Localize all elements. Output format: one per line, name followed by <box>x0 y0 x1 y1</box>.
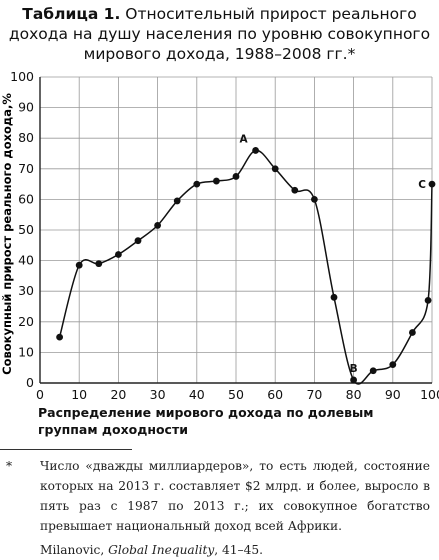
y-tick-label: 0 <box>26 375 34 390</box>
annotation-label: B <box>350 363 358 375</box>
series-line <box>58 149 433 385</box>
data-point <box>154 222 162 229</box>
chart-axes <box>39 77 432 384</box>
data-point <box>115 251 122 258</box>
footnote-text: Число «дважды миллиардеров», то есть люд… <box>40 459 430 533</box>
x-axis-label: Распределение мирового дохода по долевым… <box>38 405 374 437</box>
data-point <box>409 329 416 336</box>
source-title: Global Inequality <box>108 543 215 557</box>
y-tick-label: 70 <box>18 161 34 176</box>
annotation-label: C <box>418 179 426 191</box>
data-point <box>232 173 240 180</box>
x-tick-label: 100 <box>420 387 439 402</box>
y-tick-label: 40 <box>18 253 34 268</box>
footnote: * Число «дважды миллиардеров», то есть л… <box>6 456 430 560</box>
y-tick-label: 50 <box>18 222 34 237</box>
x-tick-label: 10 <box>71 387 87 402</box>
title-text: Относительный прирост реального дохода н… <box>8 5 431 63</box>
footnote-divider <box>0 449 132 450</box>
x-tick-label: 90 <box>385 387 401 402</box>
chart-grid <box>39 76 433 384</box>
y-tick-label: 30 <box>18 283 34 298</box>
data-point <box>56 333 63 341</box>
y-tick-label: 80 <box>18 130 34 145</box>
data-point <box>134 237 142 245</box>
footnote-marker: * <box>6 459 13 473</box>
x-tick-label: 70 <box>306 387 322 402</box>
data-point <box>95 260 103 268</box>
y-tick-label: 60 <box>18 191 34 206</box>
x-tick-label: 40 <box>189 387 205 402</box>
x-tick-label: 60 <box>267 387 283 402</box>
annotation-label: A <box>239 133 248 145</box>
line-chart: 0 10 20 30 40 50 60 70 80 90 100 0 10 20 30 40 50 60 70 80… <box>0 69 439 402</box>
series-path <box>58 149 433 385</box>
chart-title: Таблица 1. Относительный прирост реально… <box>0 4 439 64</box>
series-points <box>56 147 436 384</box>
y-axis-label: Совокупный прирост реального дохода,% <box>0 93 14 375</box>
data-point <box>173 197 181 205</box>
x-tick-label: 50 <box>228 387 244 402</box>
x-tick-label: 20 <box>110 387 126 402</box>
annotations: A B C <box>239 133 426 375</box>
y-tick-labels: 0 10 20 30 40 50 60 70 80 90 100 <box>10 69 34 390</box>
x-tick-label: 30 <box>150 387 166 402</box>
x-tick-label: 80 <box>346 387 362 402</box>
data-point <box>75 261 83 269</box>
source-author: Milanovic, <box>40 543 109 557</box>
data-point <box>193 180 201 188</box>
data-point <box>369 367 377 375</box>
y-tick-label: 20 <box>18 314 34 329</box>
footnote-source: Milanovic, Global Inequality, 41–45. <box>6 540 430 560</box>
data-point <box>291 186 299 194</box>
data-point <box>424 296 432 304</box>
data-point <box>213 177 220 185</box>
x-tick-labels: 0 10 20 30 40 50 60 70 80 90 100 <box>36 387 439 402</box>
title-lead: Таблица 1. <box>22 5 121 23</box>
data-point <box>330 293 338 301</box>
y-tick-label: 90 <box>18 100 34 115</box>
y-tick-label: 10 <box>18 344 34 359</box>
x-tick-label: 0 <box>36 387 44 402</box>
data-point <box>389 361 397 369</box>
source-pages: , 41–45. <box>214 543 264 557</box>
data-point <box>271 165 279 173</box>
data-point <box>428 180 436 188</box>
data-point <box>252 147 259 154</box>
data-point <box>311 196 318 203</box>
y-tick-label: 100 <box>10 69 34 84</box>
data-point <box>350 376 357 384</box>
